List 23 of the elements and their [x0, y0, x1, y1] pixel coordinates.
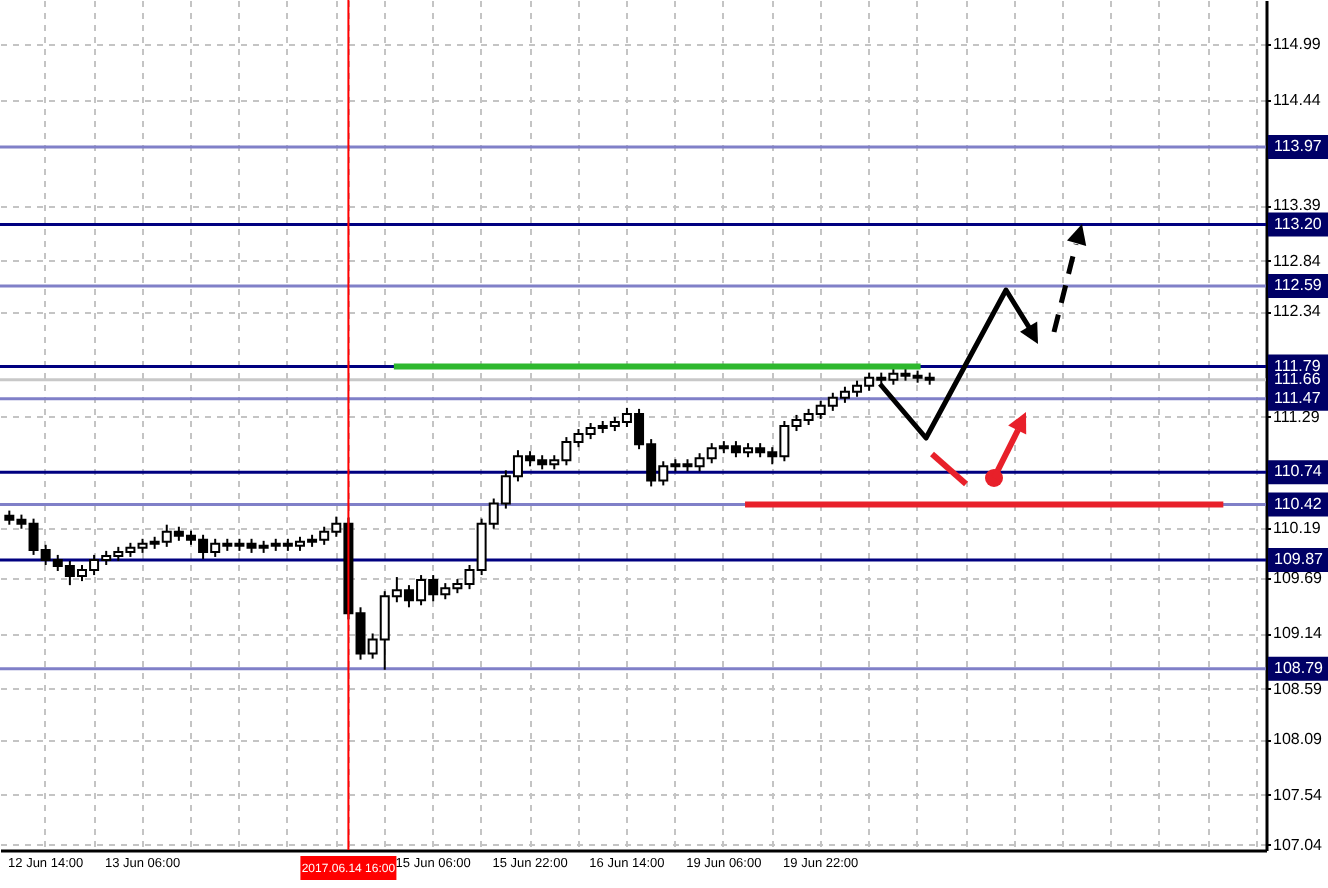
y-tick-label: 113.39 — [1273, 196, 1322, 215]
y-tick-label: 114.99 — [1273, 35, 1322, 54]
y-tick-label: 112.84 — [1273, 251, 1322, 270]
ref-line-label: 113.97 — [1274, 137, 1323, 156]
ref-line-label: 110.74 — [1274, 462, 1323, 481]
y-tick-label: 109.14 — [1273, 624, 1324, 643]
y-tick-label: 112.34 — [1273, 302, 1322, 321]
ref-line-label: 112.59 — [1274, 276, 1323, 295]
ref-line-label: 108.79 — [1274, 658, 1325, 677]
y-tick-label: 108.59 — [1273, 679, 1324, 698]
ref-line-label: 111.47 — [1274, 388, 1322, 407]
y-tick-label: 111.29 — [1273, 407, 1321, 426]
ref-line-label: 111.79 — [1274, 356, 1322, 375]
y-tick-label: 110.19 — [1273, 518, 1322, 537]
ref-line-label: 113.20 — [1274, 214, 1323, 233]
ref-line-label: 111.66 — [1274, 369, 1322, 388]
y-tick-label: 108.09 — [1273, 730, 1324, 749]
y-tick-label: 107.54 — [1273, 785, 1324, 804]
y-tick-label: 109.69 — [1273, 569, 1324, 588]
ref-line-label: 109.87 — [1274, 549, 1325, 568]
y-tick-label: 114.44 — [1273, 90, 1322, 109]
y-tick-label: 107.04 — [1273, 835, 1324, 854]
ref-line-label: 110.42 — [1274, 494, 1323, 513]
